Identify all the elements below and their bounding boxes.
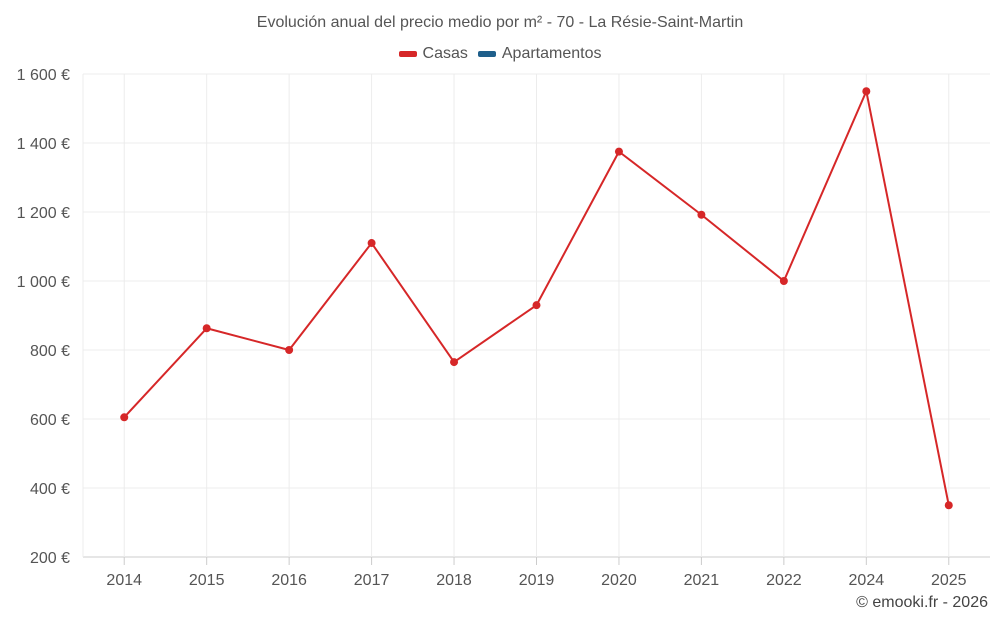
y-tick-label: 1 600 € (17, 67, 70, 84)
x-tick-label: 2018 (436, 572, 472, 589)
data-point-casas (367, 239, 376, 248)
data-point-casas (202, 324, 211, 333)
legend-label-apartamentos: Apartamentos (501, 45, 602, 62)
data-point-casas (532, 301, 541, 310)
data-point-casas (285, 346, 294, 354)
y-tick-label: 1 200 € (17, 205, 70, 222)
x-tick-label: 2019 (519, 572, 555, 589)
legend-swatch-apartamentos (477, 51, 496, 57)
x-tick-label: 2025 (931, 572, 967, 589)
legend-label-casas: Casas (422, 45, 468, 62)
chart-title: Evolución anual del precio medio por m² … (256, 14, 744, 31)
y-tick-label: 600 € (30, 412, 70, 429)
data-point-casas (944, 501, 953, 510)
data-point-casas (862, 87, 871, 96)
x-tick-label: 2021 (684, 572, 720, 589)
y-tick-label: 1 400 € (17, 136, 70, 153)
data-point-casas (450, 358, 459, 367)
x-tick-label: 2017 (354, 572, 390, 589)
legend-swatch-casas (398, 51, 417, 57)
y-tick-label: 200 € (30, 550, 70, 567)
x-tick-label: 2015 (189, 572, 225, 589)
x-tick-label: 2016 (271, 572, 307, 589)
x-tick-label: 2024 (849, 572, 885, 589)
y-tick-label: 400 € (30, 481, 70, 498)
x-tick-label: 2022 (766, 572, 802, 589)
y-tick-label: 1 000 € (17, 274, 70, 291)
legend-item-apartamentos[interactable]: Apartamentos (477, 45, 602, 63)
legend-item-casas[interactable]: Casas (398, 45, 468, 63)
data-point-casas (779, 277, 788, 285)
data-point-casas (120, 413, 129, 422)
x-tick-label: 2014 (106, 572, 142, 589)
x-tick-label: 2020 (601, 572, 637, 589)
data-point-casas (697, 210, 706, 219)
data-point-casas (614, 147, 623, 156)
y-tick-label: 800 € (30, 343, 70, 360)
credit: © emooki.fr - 2026 (856, 594, 988, 611)
legend: Casas Apartamentos (0, 45, 1000, 63)
